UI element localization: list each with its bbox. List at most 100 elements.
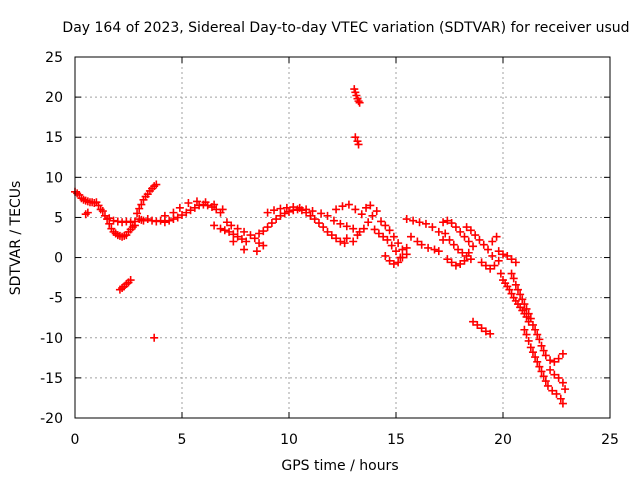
data-point <box>481 261 490 270</box>
data-point <box>338 202 347 211</box>
data-point <box>222 218 231 227</box>
data-point <box>556 394 565 403</box>
y-tick-label: -15 <box>40 371 63 387</box>
data-point <box>263 208 272 217</box>
data-point <box>259 241 268 250</box>
data-point <box>496 269 505 278</box>
data-point <box>246 231 255 240</box>
data-point <box>270 206 279 215</box>
data-point <box>306 211 315 220</box>
data-point <box>479 240 488 249</box>
data-point <box>387 241 396 250</box>
data-point <box>552 389 561 398</box>
data-point <box>233 224 242 233</box>
data-point <box>509 274 518 283</box>
data-point <box>105 214 114 223</box>
data-point <box>398 245 407 254</box>
data-point <box>456 259 465 268</box>
data-point <box>109 216 118 225</box>
data-point <box>216 224 225 233</box>
data-point <box>323 227 332 236</box>
data-point <box>237 235 246 244</box>
data-point <box>443 216 452 225</box>
y-tick-label: 10 <box>45 170 63 186</box>
data-point <box>354 97 363 106</box>
data-point <box>389 259 398 268</box>
data-point <box>475 235 484 244</box>
data-point <box>240 245 249 254</box>
data-point <box>377 217 386 226</box>
data-point <box>533 330 542 339</box>
data-point <box>355 98 364 107</box>
data-point <box>165 216 174 225</box>
data-point <box>370 225 379 234</box>
data-point <box>118 218 127 227</box>
data-point <box>323 211 332 220</box>
data-point <box>192 197 201 206</box>
y-tick-labels: -20 -15 -10 -5 0 5 10 15 20 25 <box>40 50 63 427</box>
data-point <box>83 208 92 217</box>
data-point <box>152 217 161 226</box>
data-point <box>349 237 358 246</box>
data-point <box>531 353 540 362</box>
data-point <box>421 219 430 228</box>
plot-frame <box>74 56 611 419</box>
data-point <box>488 237 497 246</box>
data-point <box>531 325 540 334</box>
data-point <box>169 208 178 217</box>
data-point <box>546 356 555 365</box>
x-tick-labels: 0 5 10 15 20 25 <box>71 432 619 448</box>
data-point <box>383 235 392 244</box>
y-tick-label: 0 <box>54 251 63 267</box>
data-point <box>394 258 403 267</box>
data-point <box>537 341 546 350</box>
data-point <box>449 240 458 249</box>
data-point <box>392 247 400 256</box>
data-point <box>511 258 520 267</box>
data-point <box>94 201 103 210</box>
data-point <box>218 205 227 214</box>
data-point <box>280 209 289 218</box>
data-point <box>329 216 338 225</box>
data-point <box>415 218 424 227</box>
data-point <box>511 280 520 289</box>
data-point <box>541 351 550 360</box>
data-point <box>539 346 548 355</box>
data-point <box>327 231 336 240</box>
data-point <box>302 205 311 214</box>
data-point <box>195 201 204 210</box>
data-point <box>484 245 493 254</box>
data-point <box>522 330 531 339</box>
data-point <box>424 243 433 252</box>
data-point <box>152 180 161 189</box>
data-point <box>473 320 482 329</box>
data-point <box>310 215 319 224</box>
data-point <box>469 317 478 326</box>
data-point <box>229 237 238 246</box>
data-point <box>528 320 537 329</box>
data-point <box>469 242 478 251</box>
data-point <box>210 221 219 230</box>
data-point <box>434 227 443 236</box>
data-point <box>537 367 546 376</box>
data-point <box>220 226 229 235</box>
data-point <box>137 200 146 209</box>
data-point <box>229 230 238 239</box>
data-point <box>374 229 383 238</box>
data-point <box>242 237 251 246</box>
data-point <box>186 206 195 215</box>
data-point <box>156 216 165 225</box>
axis-ticks <box>74 56 611 419</box>
y-tick-label: -20 <box>40 411 63 427</box>
data-point <box>548 386 557 395</box>
data-point <box>434 247 443 256</box>
data-point <box>148 216 157 225</box>
data-point <box>379 232 388 241</box>
data-point <box>160 211 169 220</box>
data-point <box>456 227 465 236</box>
data-point <box>255 239 264 248</box>
data-point <box>372 207 381 216</box>
data-point <box>441 229 450 238</box>
data-point <box>344 200 353 209</box>
x-tick-label: 15 <box>387 432 405 448</box>
